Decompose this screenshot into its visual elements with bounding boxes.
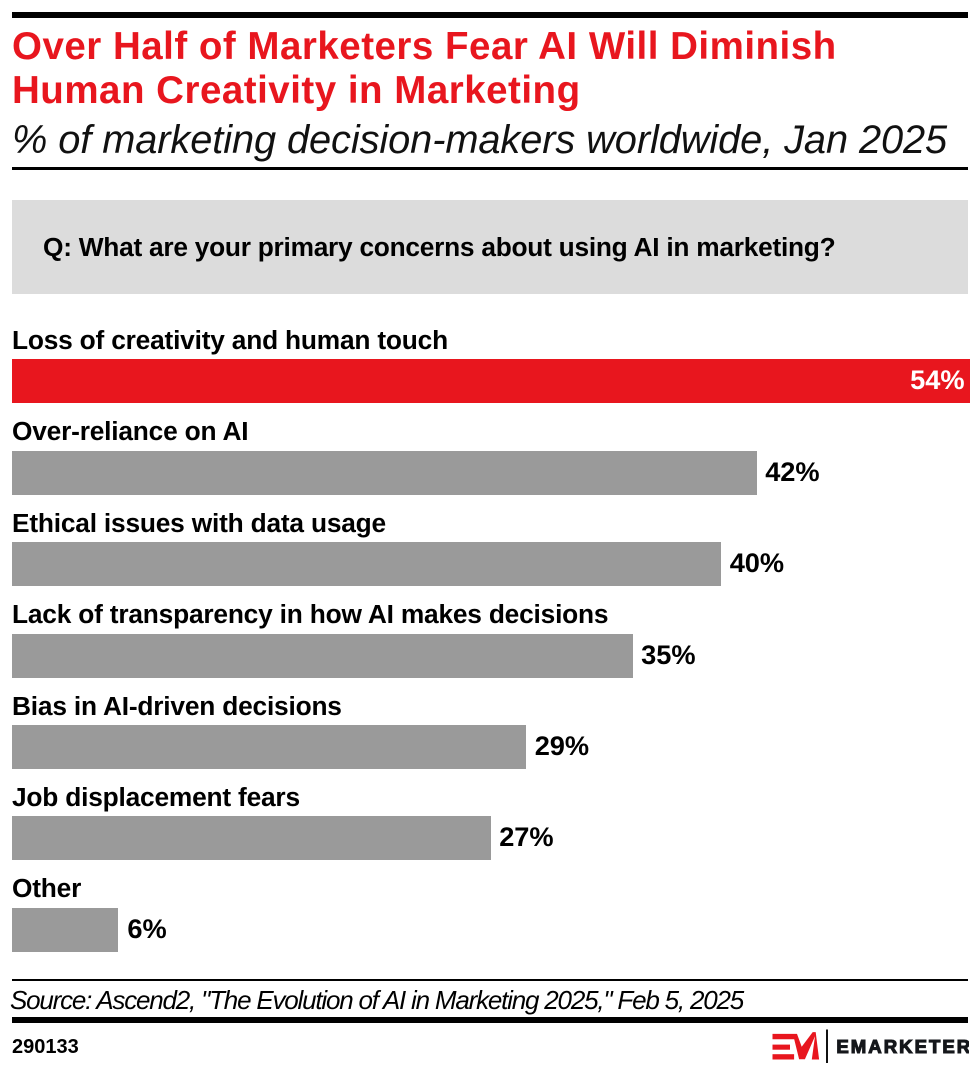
svg-text:EMARKETER: EMARKETER — [836, 1036, 969, 1057]
